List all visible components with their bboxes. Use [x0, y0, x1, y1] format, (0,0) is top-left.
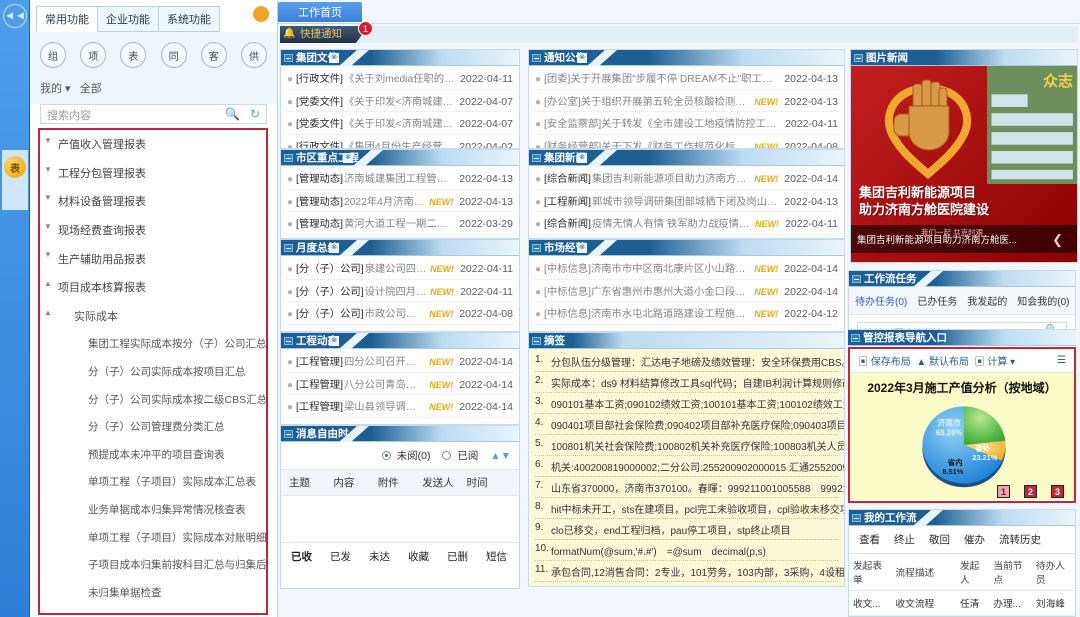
svg-text:68.28%: 68.28%: [936, 428, 963, 437]
svg-text:省内: 省内: [947, 457, 963, 467]
svg-text:济南市: 济南市: [937, 418, 961, 428]
svg-text:8.51%: 8.51%: [942, 467, 963, 476]
svg-text:23.21%: 23.21%: [972, 453, 998, 462]
svg-text:省外: 省外: [974, 443, 990, 453]
